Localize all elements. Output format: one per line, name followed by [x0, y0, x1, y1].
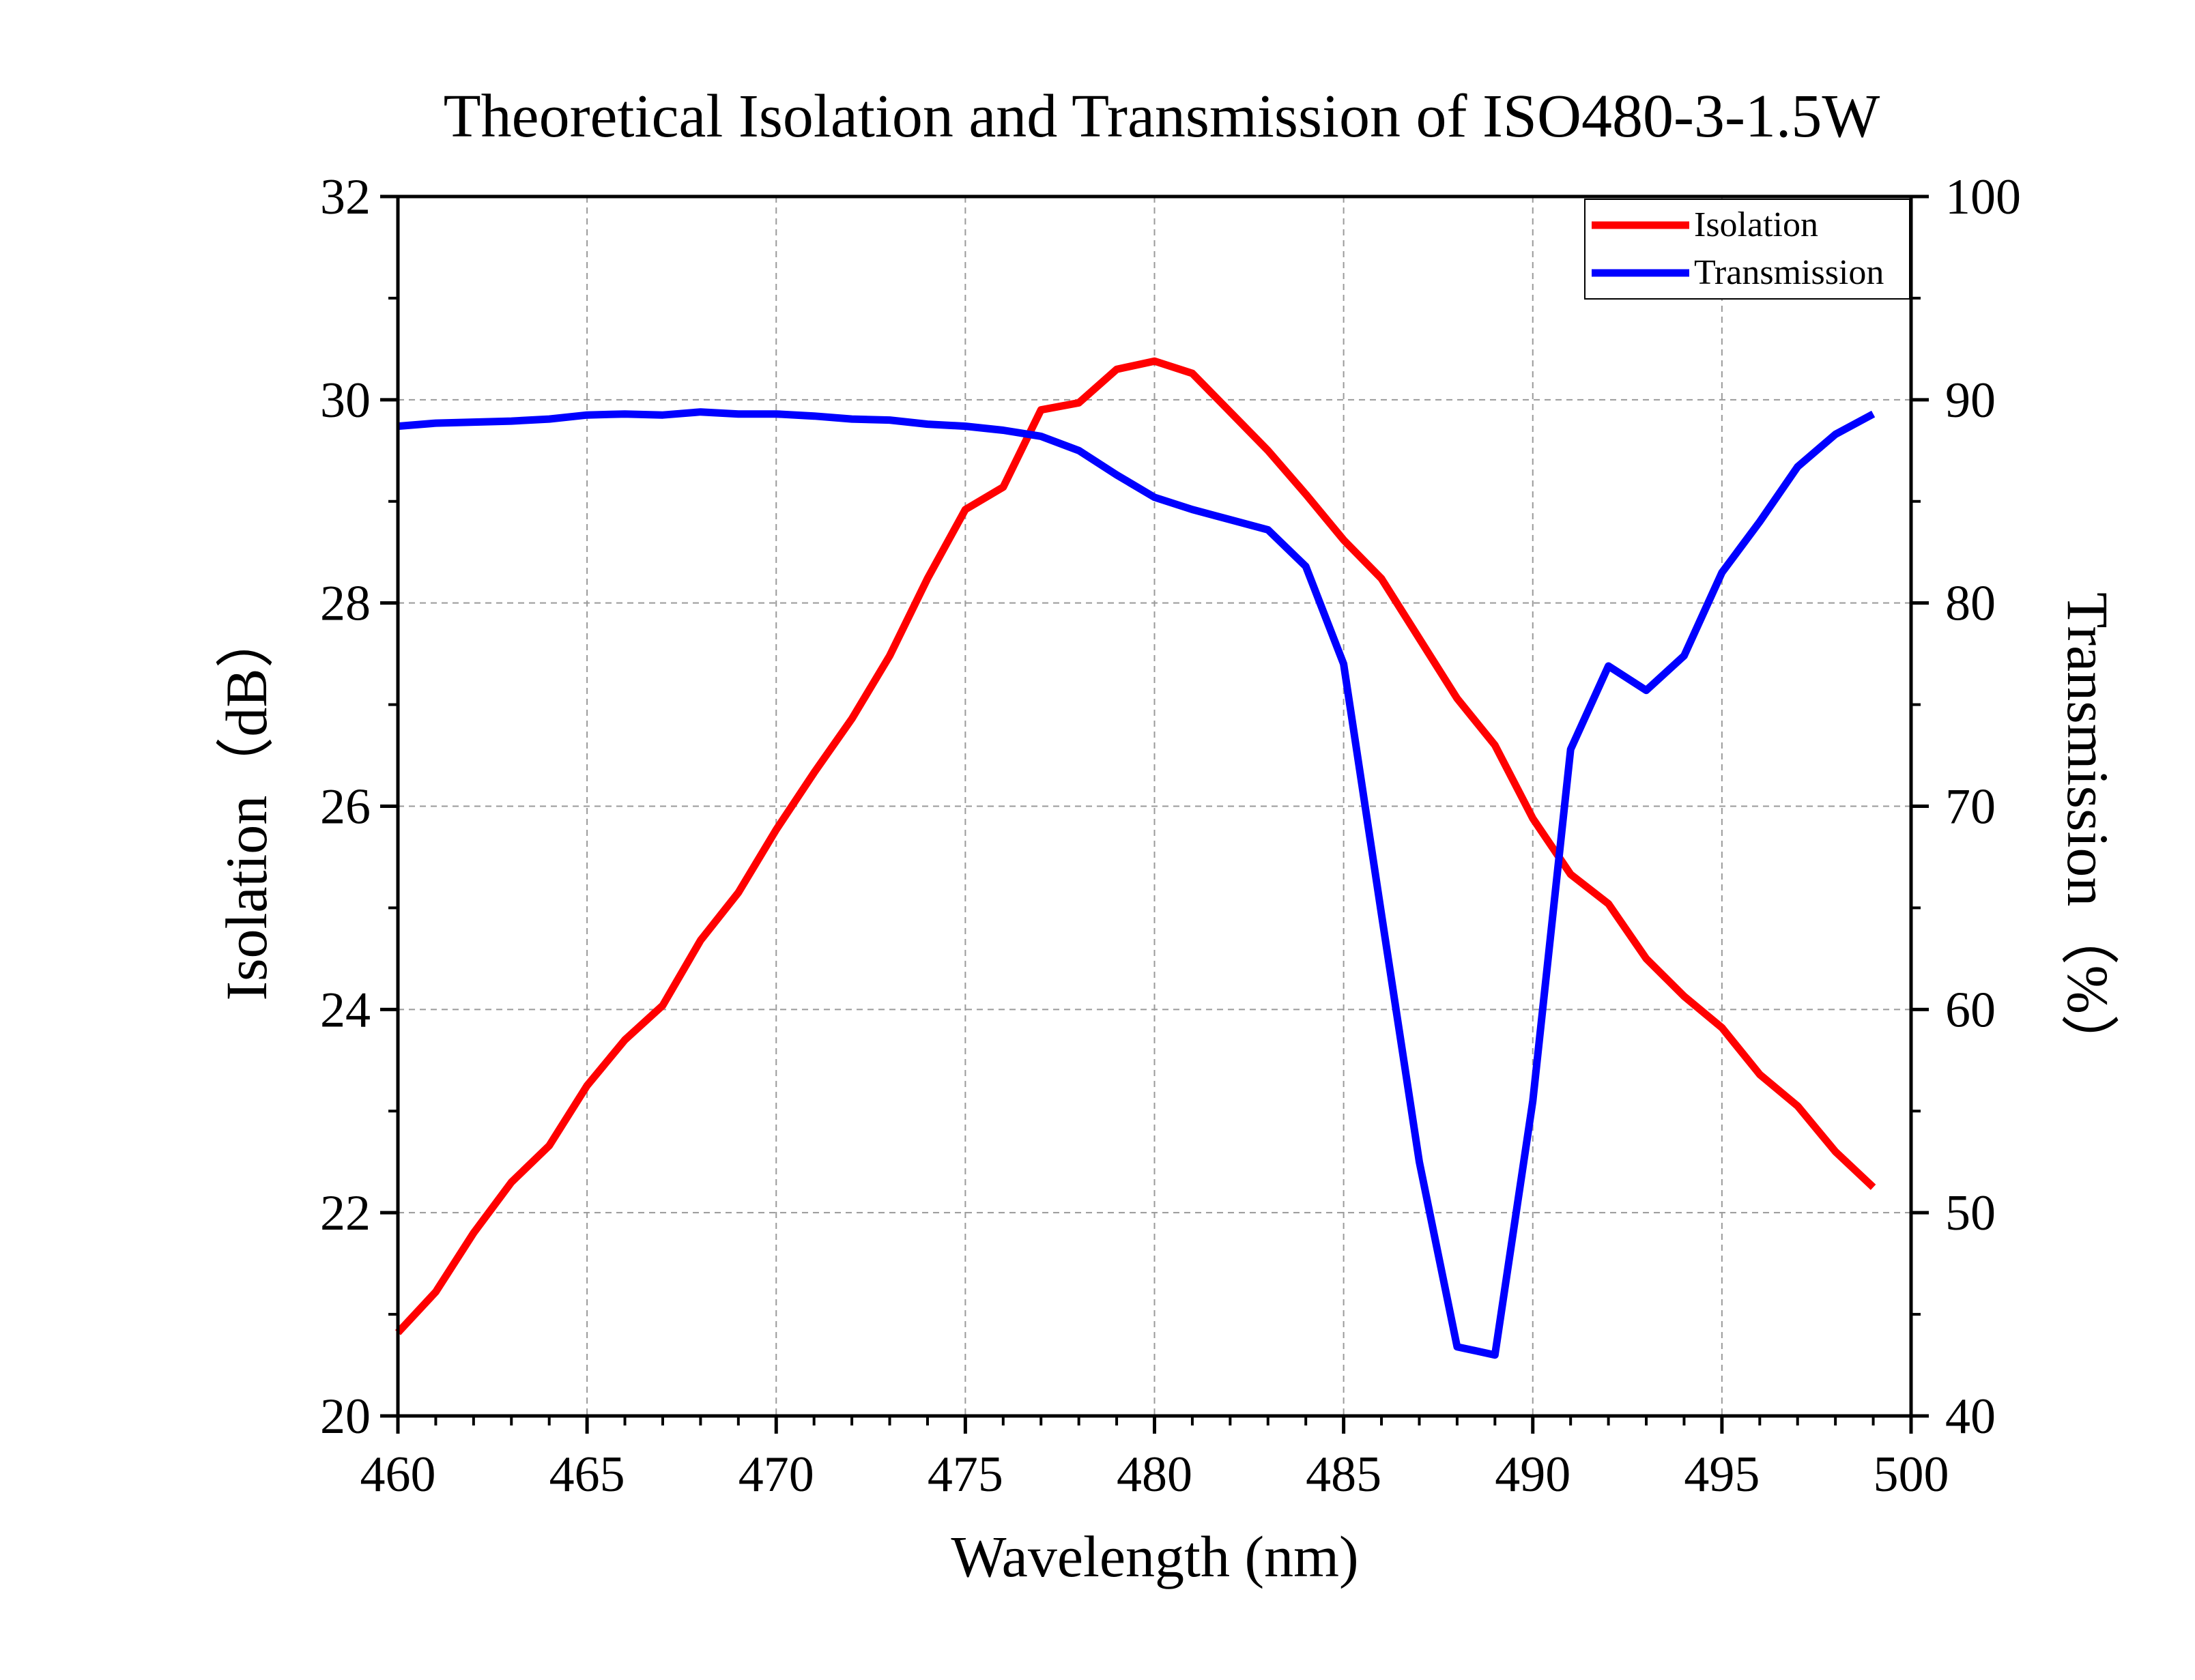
- grid: [398, 197, 1911, 1416]
- legend-box: [1584, 199, 1910, 300]
- y-right-tick-label: 50: [1945, 1185, 1996, 1241]
- y-left-tick-label: 30: [320, 373, 371, 429]
- x-tick-label: 465: [549, 1447, 625, 1503]
- x-tick-label: 485: [1306, 1447, 1381, 1503]
- chart-title: Theoretical Isolation and Transmission o…: [444, 83, 1880, 150]
- y-left-tick-label: 22: [320, 1185, 371, 1241]
- y-left-axis-label: Isolation（dB）: [214, 609, 279, 1000]
- x-tick-label: 480: [1117, 1447, 1192, 1503]
- y-right-tick-label: 60: [1945, 982, 1996, 1038]
- legend-transmission-label: Transmission: [1694, 253, 1884, 292]
- x-tick-label: 500: [1874, 1447, 1949, 1503]
- x-tick-label: 475: [928, 1447, 1003, 1503]
- y-right-tick-label: 100: [1945, 169, 2021, 225]
- x-tick-label: 495: [1684, 1447, 1760, 1503]
- y-right-tick-label: 90: [1945, 373, 1996, 429]
- y-left-tick-label: 20: [320, 1389, 371, 1445]
- x-tick-label: 460: [360, 1447, 436, 1503]
- legend-isolation-label: Isolation: [1694, 205, 1818, 244]
- x-tick-label: 470: [738, 1447, 814, 1503]
- transmission-line: [397, 408, 1876, 1359]
- y-left-tick-label: 28: [320, 576, 371, 632]
- x-tick-label: 490: [1495, 1447, 1570, 1503]
- axes: 460 465 470 475 480 485 490 495 500 20 22 24 26 28 30 3…: [320, 169, 2021, 1503]
- y-right-tick-label: 70: [1945, 779, 1996, 835]
- series-lines: [394, 357, 1876, 1359]
- legend: Isolation Transmission: [1584, 199, 1910, 300]
- y-left-tick-label: 24: [320, 982, 371, 1038]
- y-right-tick-label: 80: [1945, 576, 1996, 632]
- y-right-tick-label: 40: [1945, 1389, 1996, 1445]
- x-axis-label: Wavelength (nm): [951, 1524, 1358, 1589]
- y-left-tick-label: 32: [320, 169, 371, 225]
- y-left-tick-label: 26: [320, 779, 371, 835]
- y-right-axis-label: Transmission（%）: [2055, 592, 2121, 1073]
- isolation-line: [394, 357, 1876, 1335]
